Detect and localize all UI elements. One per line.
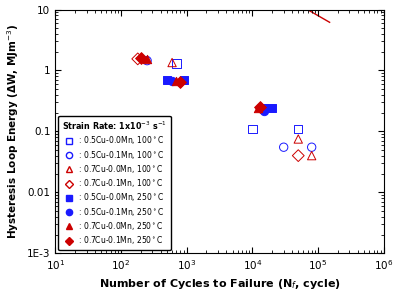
Point	[308, 153, 315, 158]
Point	[138, 56, 144, 60]
Legend:  : 0.5Cu-0.0Mn, 100$^\circ$C,  : 0.5Cu-0.1Mn, 100$^\circ$C,  : 0.7Cu-0.0Mn, 100$: : 0.5Cu-0.0Mn, 100$^\circ$C, : 0.5Cu-0.1…	[58, 116, 171, 250]
Point	[169, 60, 175, 65]
Point	[169, 78, 175, 83]
Point	[164, 78, 170, 82]
Point	[144, 58, 150, 63]
Point	[261, 106, 267, 110]
Point	[295, 127, 302, 131]
Point	[180, 78, 187, 82]
Point	[308, 145, 315, 150]
Y-axis label: Hysteresis Loop Energy (ΔW, MJm$^{-3}$): Hysteresis Loop Energy (ΔW, MJm$^{-3}$)	[6, 24, 22, 239]
Point	[254, 106, 261, 110]
Point	[295, 137, 302, 141]
Point	[144, 56, 150, 61]
Point	[173, 78, 180, 83]
Point	[269, 106, 275, 110]
Point	[295, 153, 302, 158]
Point	[177, 80, 184, 84]
Point	[257, 105, 263, 110]
Point	[261, 108, 267, 113]
Point	[134, 56, 141, 61]
X-axis label: Number of Cycles to Failure (N$_f$, cycle): Number of Cycles to Failure (N$_f$, cycl…	[99, 277, 340, 291]
Point	[280, 145, 287, 150]
Point	[249, 127, 255, 131]
Point	[173, 61, 180, 66]
